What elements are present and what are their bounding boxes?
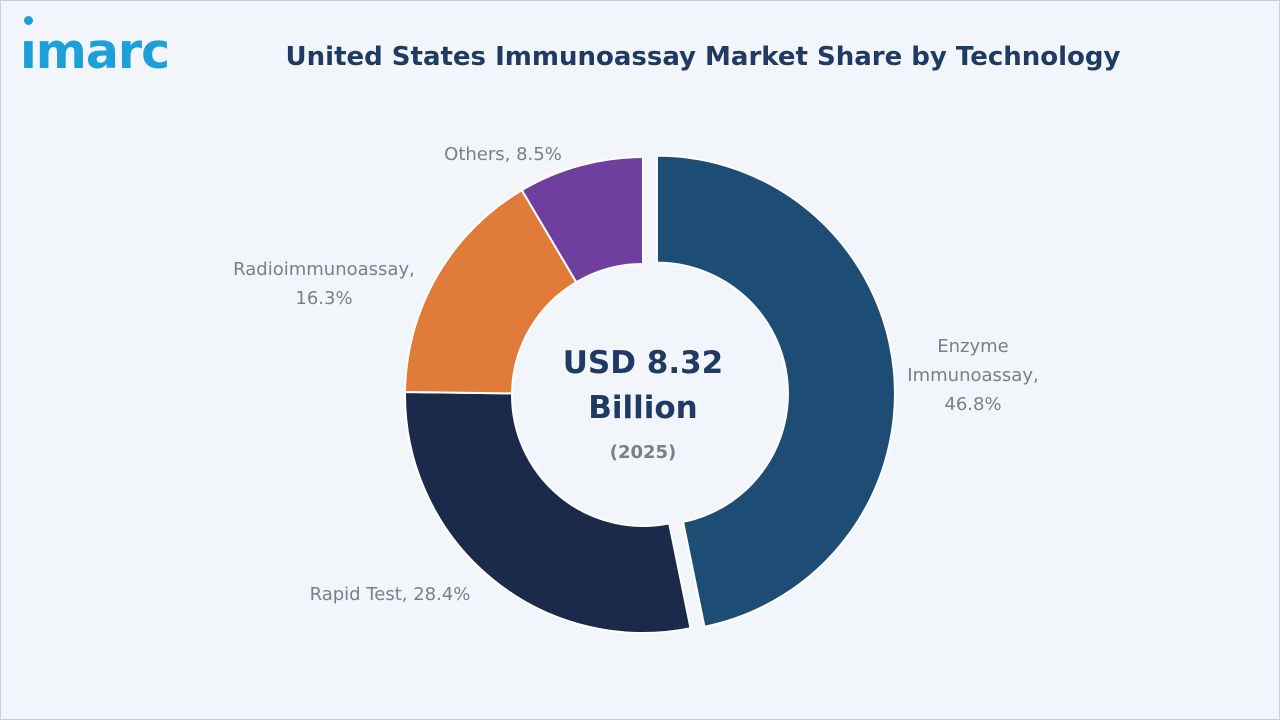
slice-enzyme-immunoassay [655, 154, 896, 628]
center-year: (2025) [610, 442, 677, 463]
donut-slices [404, 154, 896, 634]
imarc-logo: ımarc [20, 16, 205, 82]
logo-dot [24, 16, 33, 25]
label-others: Others, 8.5% [444, 144, 562, 165]
center-value-line: USD 8.32 [563, 345, 724, 381]
chart-title: United States Immunoassay Market Share b… [285, 42, 1121, 72]
slice-rapid-test [404, 390, 692, 634]
slice-labels: Enzyme Immunoassay, 46.8% Rapid Test, 28.4%… [233, 144, 1039, 605]
slice-others [520, 155, 644, 284]
label-rapid-test: Rapid Test, 28.4% [310, 584, 471, 605]
center-value-line: Billion [588, 390, 698, 426]
donut-center: USD 8.32 Billion (2025) [563, 345, 724, 463]
label-enzyme-immunoassay: Enzyme Immunoassay, 46.8% [907, 336, 1038, 415]
logo-text: ımarc [20, 23, 170, 80]
label-radioimmunoassay: Radioimmunoassay, 16.3% [233, 259, 415, 309]
